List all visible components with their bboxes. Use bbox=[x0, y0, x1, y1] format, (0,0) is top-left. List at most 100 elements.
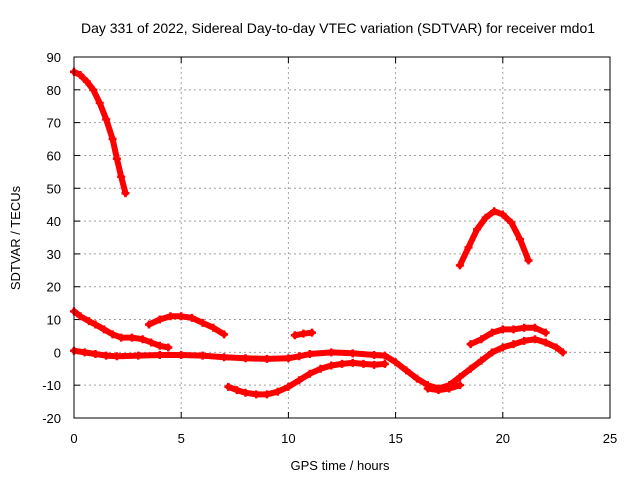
data-point bbox=[177, 350, 186, 359]
data-point bbox=[76, 71, 85, 80]
y-tick-label: 40 bbox=[47, 214, 61, 229]
series-pass-5 bbox=[225, 359, 388, 398]
data-point bbox=[220, 353, 229, 362]
x-tick-label: 5 bbox=[178, 431, 185, 446]
data-point bbox=[515, 235, 524, 244]
y-tick-label: -20 bbox=[42, 411, 61, 426]
data-point bbox=[220, 330, 229, 339]
data-point bbox=[423, 384, 432, 393]
data-point bbox=[85, 317, 94, 326]
data-point bbox=[134, 351, 143, 360]
data-point bbox=[284, 382, 293, 391]
data-point bbox=[112, 154, 121, 163]
grid bbox=[74, 57, 610, 418]
data-point bbox=[127, 333, 136, 342]
data-point bbox=[145, 320, 154, 329]
data-point bbox=[327, 348, 336, 357]
data-point bbox=[466, 364, 475, 373]
data-point bbox=[520, 323, 529, 332]
data-point bbox=[520, 336, 529, 345]
y-tick-label: 0 bbox=[54, 345, 61, 360]
data-point bbox=[284, 354, 293, 363]
data-point bbox=[198, 351, 207, 360]
data-point bbox=[455, 261, 464, 270]
data-point bbox=[488, 328, 497, 337]
data-point bbox=[295, 352, 304, 361]
x-tick-label: 25 bbox=[603, 431, 617, 446]
data-point bbox=[80, 348, 89, 357]
data-point bbox=[299, 329, 308, 338]
data-point bbox=[95, 98, 104, 107]
data-point bbox=[530, 335, 539, 344]
data-point bbox=[552, 343, 561, 352]
data-point bbox=[262, 390, 271, 399]
y-tick-label: 80 bbox=[47, 83, 61, 98]
y-tick-label: 50 bbox=[47, 181, 61, 196]
data-point bbox=[198, 318, 207, 327]
chart-title: Day 331 of 2022, Sidereal Day-to-day VTE… bbox=[81, 20, 595, 36]
data-point bbox=[327, 361, 336, 370]
data-point bbox=[241, 388, 250, 397]
data-point bbox=[241, 354, 250, 363]
y-tick-label: 60 bbox=[47, 148, 61, 163]
data-point bbox=[108, 135, 117, 144]
data-point bbox=[464, 243, 473, 252]
data-point bbox=[295, 376, 304, 385]
y-tick-label: 70 bbox=[47, 116, 61, 131]
data-point bbox=[273, 387, 282, 396]
data-point bbox=[89, 85, 98, 94]
data-point bbox=[100, 325, 109, 334]
y-tick-label: 90 bbox=[47, 50, 61, 65]
data-point bbox=[348, 358, 357, 367]
y-axis-label: SDTVAR / TECUs bbox=[8, 185, 23, 290]
data-point bbox=[477, 356, 486, 365]
data-point bbox=[102, 115, 111, 124]
data-point bbox=[348, 349, 357, 358]
data-point bbox=[232, 386, 241, 395]
y-tick-label: -10 bbox=[42, 378, 61, 393]
data-point bbox=[82, 77, 91, 86]
data-point bbox=[147, 338, 156, 347]
data-point bbox=[455, 381, 464, 390]
data-point bbox=[108, 330, 117, 339]
data-point bbox=[488, 348, 497, 357]
data-point bbox=[380, 359, 389, 368]
data-point bbox=[498, 210, 507, 219]
x-tick-label: 15 bbox=[388, 431, 402, 446]
data-point bbox=[112, 352, 121, 361]
data-point bbox=[307, 328, 316, 337]
data-point bbox=[509, 325, 518, 334]
data-point bbox=[481, 213, 490, 222]
data-point bbox=[305, 350, 314, 359]
series-pass-1 bbox=[71, 68, 129, 197]
data-point bbox=[473, 225, 482, 234]
data-point bbox=[558, 348, 567, 357]
data-point bbox=[445, 384, 454, 393]
data-point bbox=[224, 382, 233, 391]
data-point bbox=[155, 315, 164, 324]
data-point bbox=[262, 354, 271, 363]
x-axis-label: GPS time / hours bbox=[291, 458, 390, 473]
data-point bbox=[507, 218, 516, 227]
data-point bbox=[305, 369, 314, 378]
data-point bbox=[102, 351, 111, 360]
data-point bbox=[91, 320, 100, 329]
data-point bbox=[530, 323, 539, 332]
data-point bbox=[290, 331, 299, 340]
y-tick-label: 10 bbox=[47, 313, 61, 328]
data-point bbox=[370, 350, 379, 359]
data-point bbox=[413, 374, 422, 383]
y-tick-label: 20 bbox=[47, 280, 61, 295]
data-point bbox=[477, 335, 486, 344]
data-point bbox=[252, 390, 261, 399]
series-pass-3 bbox=[71, 336, 566, 392]
data-point bbox=[490, 207, 499, 216]
x-tick-label: 20 bbox=[496, 431, 510, 446]
data-point bbox=[466, 340, 475, 349]
series-pass-7 bbox=[424, 382, 463, 394]
data-point bbox=[359, 359, 368, 368]
data-point bbox=[76, 312, 85, 321]
x-tick-label: 10 bbox=[281, 431, 295, 446]
data-point bbox=[155, 341, 164, 350]
